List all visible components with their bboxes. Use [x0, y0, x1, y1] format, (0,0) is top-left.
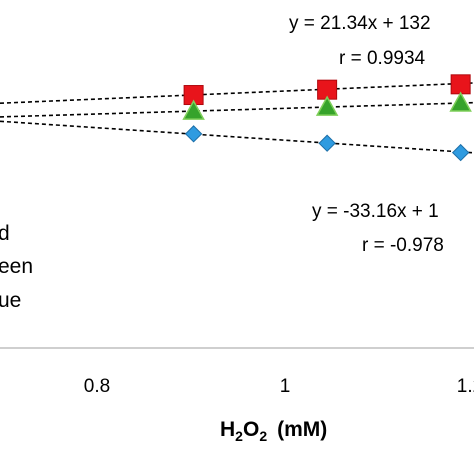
red-equation: y = 21.34x + 132 [289, 13, 431, 34]
x-tick-label-1: 1 [280, 376, 291, 397]
trendlines [0, 82, 474, 154]
x-tick-label-0: 0.8 [84, 376, 110, 397]
point-blue-2 [451, 143, 470, 162]
red-r-value: r = 0.9934 [339, 48, 426, 69]
legend-label-blue: ue [0, 289, 21, 312]
legend-label-green: een [0, 255, 33, 278]
blue-r-value: r = -0.978 [362, 235, 444, 256]
markers [182, 74, 472, 162]
x-axis-label: H2O2 (mM) [220, 418, 327, 444]
point-red-2 [450, 74, 471, 95]
trendline-blue [0, 120, 474, 154]
point-green-2 [449, 91, 472, 112]
trendline-red [0, 82, 474, 105]
blue-equation: y = -33.16x + 1 [312, 201, 439, 222]
point-blue-0 [184, 125, 203, 143]
point-green-1 [315, 95, 339, 116]
point-blue-1 [318, 134, 336, 152]
trendline-green [0, 101, 474, 118]
legend-label-red: d [0, 222, 10, 245]
x-tick-label-2: 1.2 [457, 376, 474, 397]
point-green-0 [182, 99, 205, 120]
